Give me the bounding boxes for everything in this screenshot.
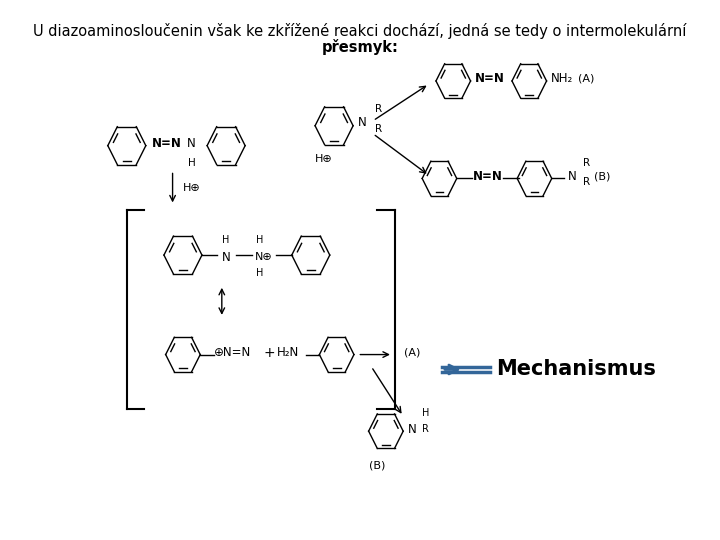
Text: H: H [188,158,195,167]
Text: R: R [582,158,590,167]
Text: N: N [568,170,577,183]
Text: (B): (B) [369,461,385,471]
Text: NH₂: NH₂ [551,72,573,85]
Text: N: N [408,423,416,436]
Text: N=N: N=N [473,170,503,183]
Text: N=N: N=N [152,137,181,150]
Text: Mechanismus: Mechanismus [497,360,657,380]
Text: N⊕: N⊕ [254,252,272,262]
Text: N: N [187,137,196,150]
Text: R: R [582,178,590,187]
Text: H₂N: H₂N [277,346,300,359]
Text: (A): (A) [404,348,420,357]
Text: U diazoaminosloučenin však ke zkřížené reakci dochází, jedná se tedy o intermole: U diazoaminosloučenin však ke zkřížené r… [33,23,687,39]
Text: H: H [256,235,264,245]
Text: H⊕: H⊕ [315,153,333,164]
Text: +: + [264,346,275,360]
Text: H: H [422,408,429,418]
Text: H: H [222,235,230,245]
Text: H: H [256,268,264,278]
Text: H⊕: H⊕ [183,184,200,193]
Text: přesmyk:: přesmyk: [322,39,398,55]
Text: R: R [374,124,382,134]
Text: R: R [422,424,429,434]
Text: (B): (B) [594,172,610,181]
Text: ⊕N=N: ⊕N=N [214,346,251,359]
Text: (A): (A) [578,74,595,84]
Text: N: N [222,251,230,264]
Text: N=N: N=N [474,72,505,85]
Text: N: N [359,116,367,129]
Text: R: R [374,104,382,114]
